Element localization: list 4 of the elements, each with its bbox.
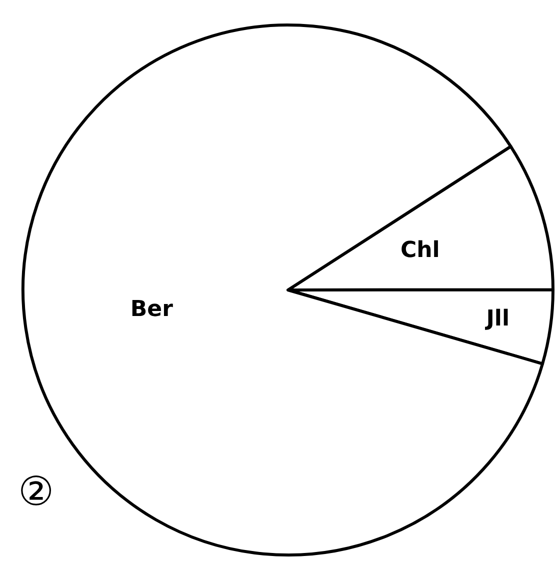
slice-label: Chl bbox=[400, 238, 440, 264]
text: ② bbox=[18, 468, 54, 515]
slice-label: Ber bbox=[130, 296, 174, 322]
slice-label: Jll bbox=[484, 306, 510, 332]
